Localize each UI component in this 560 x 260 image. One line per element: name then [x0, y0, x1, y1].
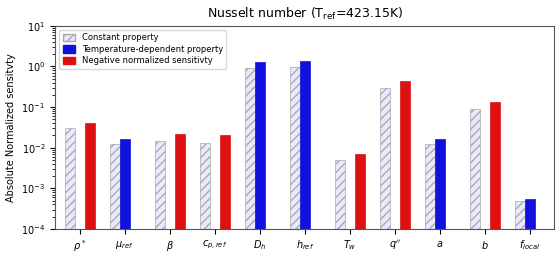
Legend: Constant property, Temperature-dependent property, Negative normalized sensitivt: Constant property, Temperature-dependent… — [59, 30, 226, 69]
Bar — [120, 139, 130, 260]
Bar — [255, 62, 265, 260]
Bar — [155, 141, 165, 260]
Bar — [175, 134, 185, 260]
Bar — [515, 200, 525, 260]
Bar — [245, 68, 255, 260]
Bar — [525, 199, 535, 260]
Bar — [65, 128, 75, 260]
Bar — [354, 154, 365, 260]
Bar — [300, 61, 310, 260]
Title: Nusselt number ($\mathregular{T_{ref}}$=423.15K): Nusselt number ($\mathregular{T_{ref}}$=… — [207, 5, 403, 22]
Bar — [200, 143, 210, 260]
Bar — [335, 160, 345, 260]
Bar — [85, 123, 95, 260]
Bar — [470, 109, 480, 260]
Bar — [220, 135, 230, 260]
Bar — [110, 145, 120, 260]
Bar — [290, 67, 300, 260]
Bar — [435, 139, 445, 260]
Y-axis label: Absolute Normalized sensitvty: Absolute Normalized sensitvty — [6, 53, 16, 202]
Bar — [489, 102, 500, 260]
Bar — [425, 145, 435, 260]
Bar — [380, 88, 390, 260]
Bar — [400, 81, 409, 260]
